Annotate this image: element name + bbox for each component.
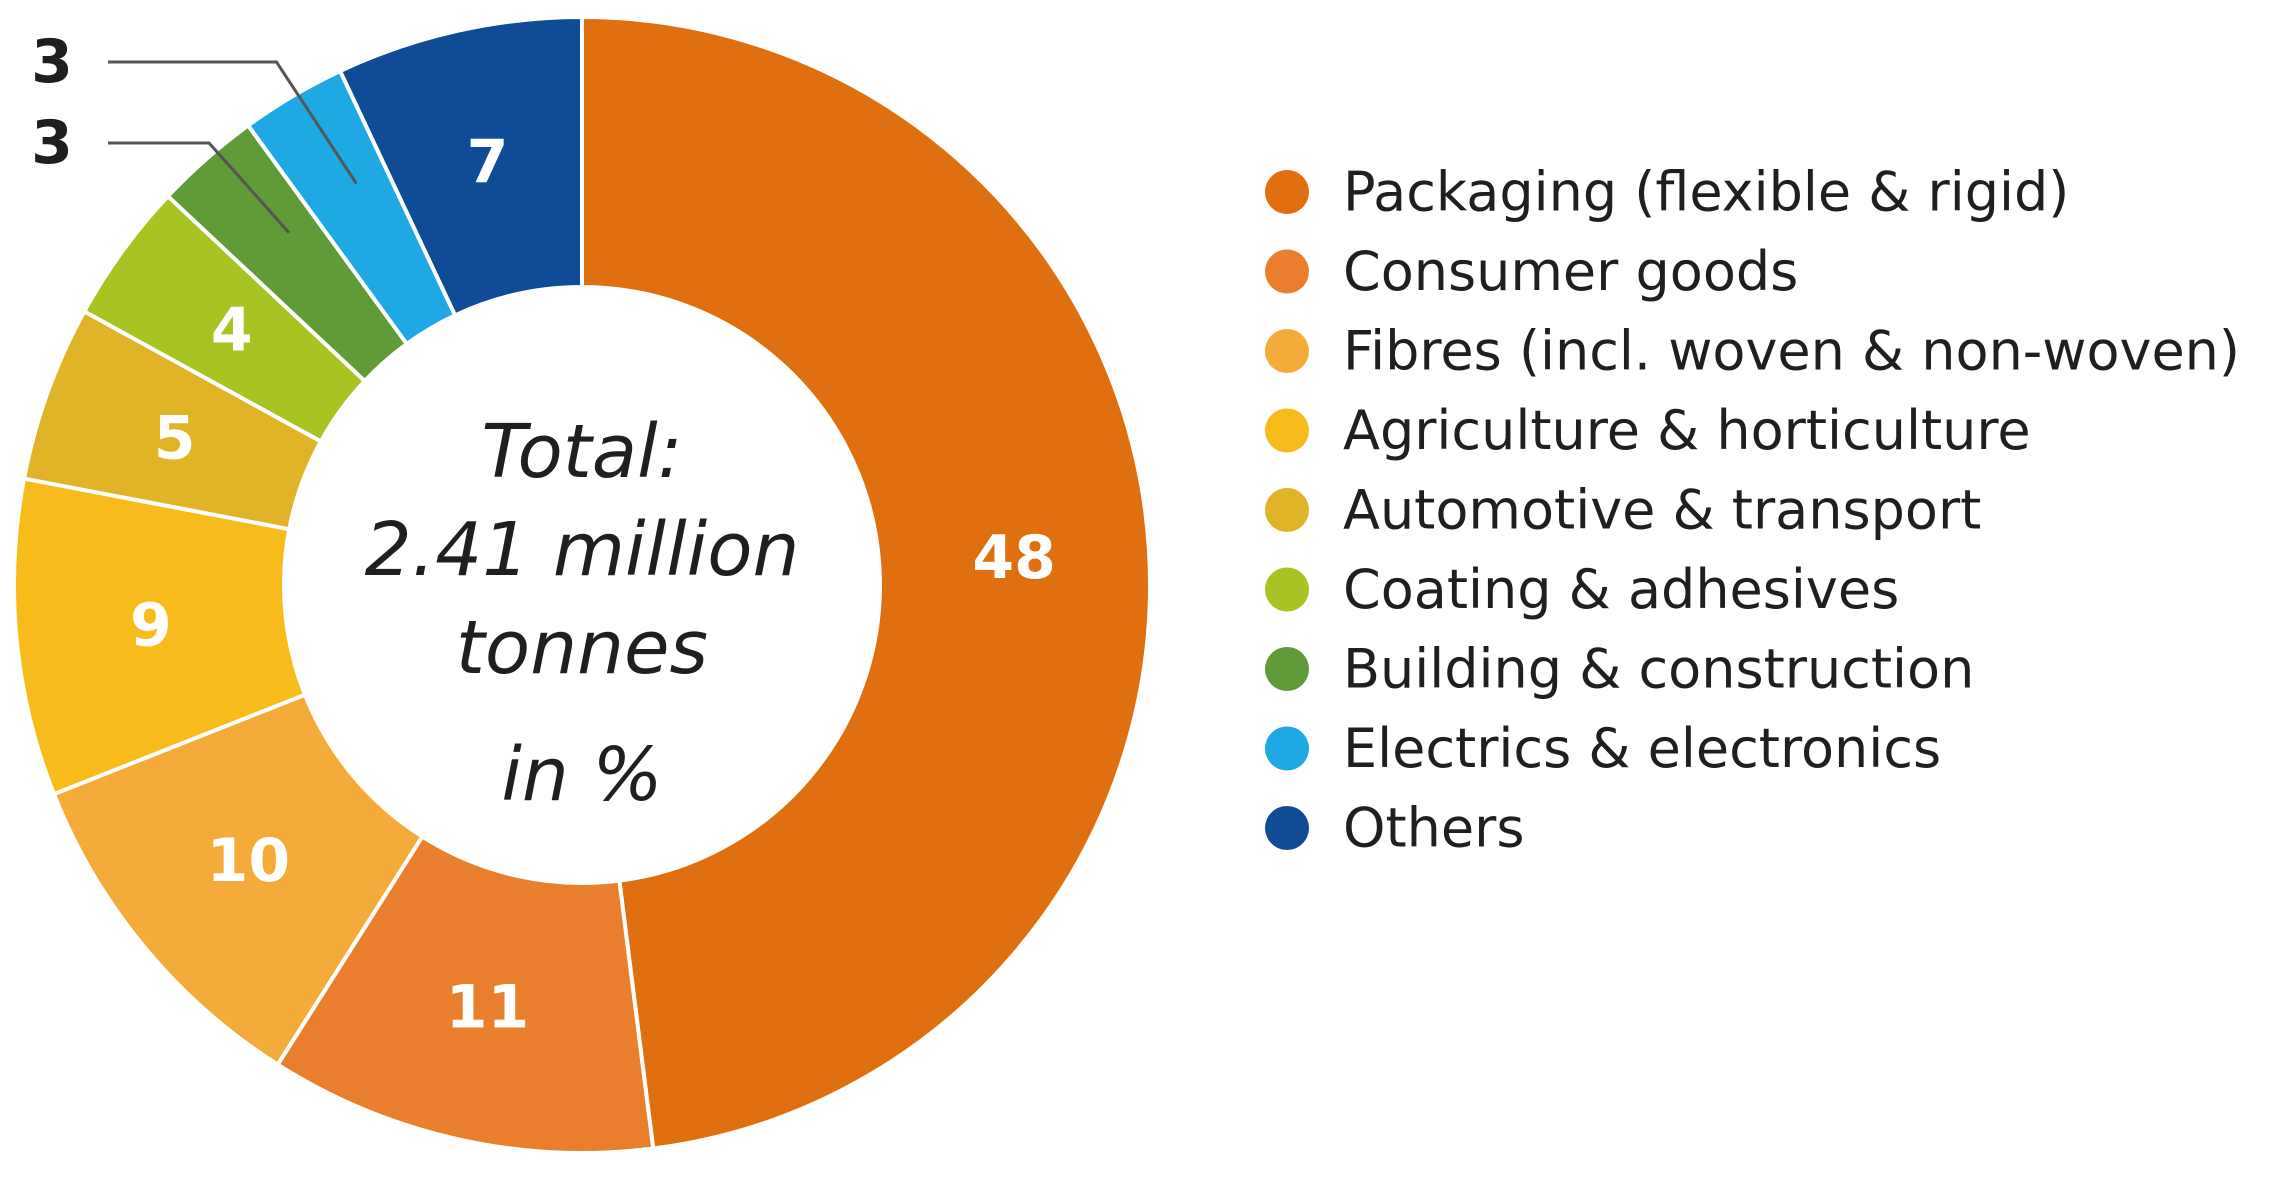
legend-swatch-agriculture-horticulture [1265,408,1309,453]
value-label-fibres-incl-woven-non-woven: 10 [207,826,291,896]
legend-item-coating-adhesives: Coating & adhesives [1265,558,1899,621]
legend-swatch-others [1265,806,1309,850]
legend-item-building-construction: Building & construction [1265,638,1974,701]
legend-swatch-coating-adhesives [1265,567,1309,612]
legend-label-packaging-flexible-rigid: Packaging (flexible & rigid) [1343,161,2069,224]
legend-label-agriculture-horticulture: Agriculture & horticulture [1343,399,2031,462]
value-label-agriculture-horticulture: 9 [130,591,172,661]
slice-others [337,14,584,319]
legend-swatch-electrics-electronics [1265,726,1309,771]
center-text-line-3: tonnes [456,605,708,691]
legend-item-fibres-incl-woven-non-woven: Fibres (incl. woven & non-woven) [1265,320,2240,383]
value-label-others: 7 [467,127,509,197]
legend-label-building-construction: Building & construction [1343,638,1974,701]
legend-label-others: Others [1343,797,1524,860]
center-text-line-2: 2.41 million [365,507,800,593]
donut-slices [12,14,1152,1155]
value-label-automotive-transport: 5 [154,403,196,473]
value-label-packaging-flexible-rigid: 48 [972,523,1056,593]
slice-value-labels: 48 11 10 9 54 7 3 3 [31,27,1056,1043]
legend-item-others: Others [1265,797,1524,860]
legend: Packaging (flexible & rigid) Consumer goo… [1265,161,2240,860]
legend-label-automotive-transport: Automotive & transport [1343,479,1981,542]
callout-leader-lines [108,60,358,234]
legend-swatch-fibres-incl-woven-non-woven [1265,329,1309,373]
legend-label-coating-adhesives: Coating & adhesives [1343,558,1899,621]
legend-item-agriculture-horticulture: Agriculture & horticulture [1265,399,2031,462]
donut-center-text: Total: 2.41 million tonnes in % [365,409,800,818]
legend-item-automotive-transport: Automotive & transport [1265,479,1981,542]
legend-swatch-automotive-transport [1265,488,1309,532]
value-label-coating-adhesives: 4 [211,295,253,365]
legend-swatch-consumer-goods [1265,249,1309,294]
legend-item-electrics-electronics: Electrics & electronics [1265,717,1941,780]
leader-line-building-construction [108,141,291,234]
legend-label-consumer-goods: Consumer goods [1343,240,1798,303]
leader-line-electrics-electronics [108,60,358,185]
legend-label-electrics-electronics: Electrics & electronics [1343,717,1941,780]
legend-label-fibres-incl-woven-non-woven: Fibres (incl. woven & non-woven) [1343,320,2240,383]
legend-item-packaging-flexible-rigid: Packaging (flexible & rigid) [1265,161,2069,224]
value-label-building-construction: 3 [31,108,73,178]
center-text-line-4: in % [501,732,662,818]
value-label-electrics-electronics: 3 [31,27,73,97]
legend-item-consumer-goods: Consumer goods [1265,240,1798,303]
legend-swatch-packaging-flexible-rigid [1265,170,1309,214]
slice-consumer-goods [274,833,656,1155]
value-label-consumer-goods: 11 [446,973,530,1043]
legend-swatch-building-construction [1265,647,1309,691]
slice-packaging-flexible-rigid [580,14,1152,1151]
center-text-line-1: Total: [481,409,682,495]
slice-agriculture-horticulture [12,476,308,797]
